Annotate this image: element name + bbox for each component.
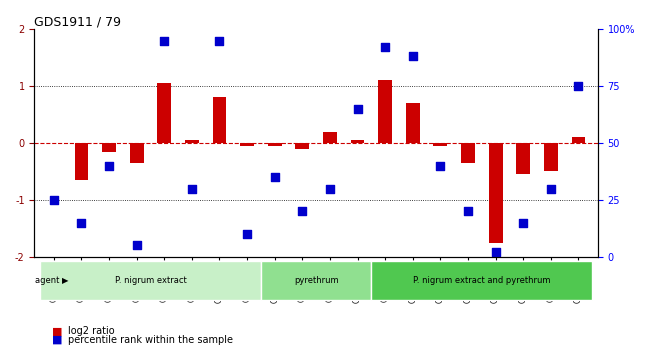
Bar (295, 143, 309, 149)
Text: percentile rank within the sample: percentile rank within the sample (68, 335, 233, 345)
Point (104, 163, 114, 169)
Point (187, 186, 197, 191)
Text: P. nigrum extract and pyrethrum: P. nigrum extract and pyrethrum (413, 276, 551, 286)
Bar (571, 137, 586, 143)
Bar (378, 80, 392, 143)
Bar (434, 143, 447, 146)
Point (242, 231, 252, 237)
FancyBboxPatch shape (371, 262, 592, 300)
Point (545, 186, 556, 191)
Text: log2 ratio: log2 ratio (68, 326, 115, 336)
Bar (516, 143, 530, 174)
Bar (185, 140, 199, 143)
FancyBboxPatch shape (261, 262, 371, 300)
Point (49, 197, 59, 203)
Bar (240, 143, 254, 146)
Bar (461, 143, 475, 163)
Point (159, 38, 170, 43)
Point (270, 175, 280, 180)
Text: GDS1911 / 79: GDS1911 / 79 (34, 15, 122, 28)
Bar (102, 143, 116, 151)
Point (490, 249, 501, 255)
Text: pyrethrum: pyrethrum (294, 276, 339, 286)
Bar (489, 143, 502, 243)
Point (297, 209, 307, 214)
Text: P. nigrum extract: P. nigrum extract (114, 276, 187, 286)
Bar (406, 103, 420, 143)
Text: ■: ■ (52, 335, 62, 345)
Point (214, 38, 225, 43)
Point (352, 106, 363, 112)
Bar (130, 143, 144, 163)
Point (518, 220, 528, 226)
Bar (323, 132, 337, 143)
FancyBboxPatch shape (40, 262, 261, 300)
Bar (213, 98, 226, 143)
Text: ■: ■ (52, 326, 62, 336)
Bar (268, 143, 281, 146)
Point (436, 163, 446, 169)
Bar (75, 143, 88, 180)
Bar (157, 83, 171, 143)
Point (380, 45, 391, 50)
Point (325, 186, 335, 191)
Point (76, 220, 86, 226)
Bar (350, 140, 365, 143)
Bar (544, 143, 558, 171)
Point (408, 54, 418, 59)
Point (573, 83, 584, 89)
Point (131, 243, 142, 248)
Text: agent ▶: agent ▶ (35, 276, 68, 286)
Point (463, 209, 473, 214)
